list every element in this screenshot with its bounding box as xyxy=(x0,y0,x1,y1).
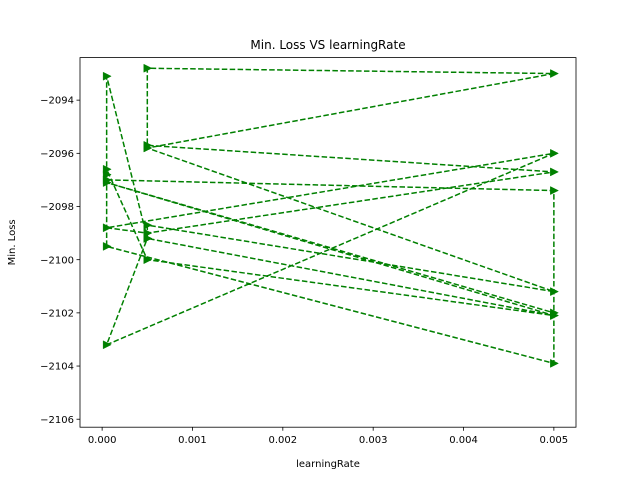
data-point xyxy=(102,164,112,174)
data-point xyxy=(102,340,112,350)
y-tick-label: −2098 xyxy=(40,202,74,213)
data-point xyxy=(550,148,559,158)
data-point xyxy=(550,287,559,296)
y-axis: −2106 −2104 −2102 −2100 −2098 −2096 −2094 xyxy=(40,96,80,426)
data-point xyxy=(102,223,112,233)
x-axis: 0.000 0.001 0.002 0.003 0.004 0.005 xyxy=(88,427,568,446)
x-tick-label: 0.001 xyxy=(178,435,207,446)
y-tick-label: −2102 xyxy=(40,308,74,319)
data-point xyxy=(143,228,153,238)
x-tick-label: 0.000 xyxy=(88,435,117,446)
series-layer xyxy=(102,63,559,368)
x-tick-label: 0.005 xyxy=(540,435,569,446)
data-point xyxy=(550,167,559,177)
plot-area xyxy=(80,57,576,428)
chart-title: Min. Loss VS learningRate xyxy=(250,38,405,52)
x-tick-label: 0.002 xyxy=(269,435,298,446)
y-tick-label: −2100 xyxy=(40,255,74,266)
data-point xyxy=(102,71,112,81)
data-point xyxy=(550,186,559,195)
y-axis-label: Min. Loss xyxy=(7,219,18,265)
data-point xyxy=(102,175,112,185)
data-point xyxy=(550,358,559,368)
data-point xyxy=(143,63,153,73)
x-axis-label: learningRate xyxy=(296,459,360,470)
x-tick-label: 0.003 xyxy=(359,435,388,446)
data-point xyxy=(550,69,559,78)
data-point xyxy=(143,255,153,265)
y-tick-label: −2094 xyxy=(40,96,74,107)
y-tick-label: −2104 xyxy=(40,362,74,373)
plot-frame xyxy=(79,57,577,428)
data-point xyxy=(102,170,112,180)
data-point xyxy=(550,311,559,320)
y-tick-label: −2106 xyxy=(40,415,74,426)
x-tick-label: 0.004 xyxy=(449,435,478,446)
data-point xyxy=(143,143,153,153)
data-point xyxy=(143,234,153,243)
data-point xyxy=(102,241,112,251)
data-point xyxy=(143,220,153,230)
y-tick-label: −2096 xyxy=(40,149,74,160)
